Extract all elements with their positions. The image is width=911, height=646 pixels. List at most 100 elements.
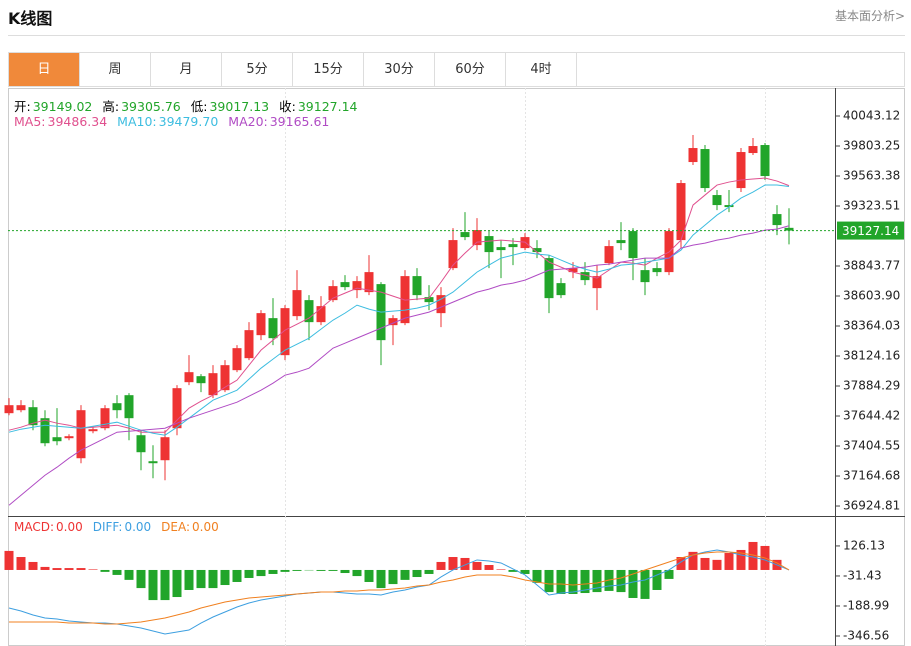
macd-line <box>8 549 790 635</box>
candle-body <box>172 388 182 429</box>
tab[interactable]: 月 <box>151 53 222 86</box>
candle-body <box>484 236 494 253</box>
macd-bar <box>292 569 302 571</box>
candle-body <box>220 365 230 391</box>
legend-name: MACD: <box>14 520 55 534</box>
macd-bar <box>568 569 578 594</box>
macd-bar <box>244 569 254 578</box>
y-tick-label: 39563.38 <box>843 169 900 183</box>
y-tick-label: -188.99 <box>843 598 889 612</box>
page-title: K线图 <box>8 9 53 28</box>
candle-body <box>76 410 86 459</box>
candle-body <box>592 276 602 289</box>
ma-legend: MA5: 39486.34 MA10: 39479.70 MA20: 39165.61 <box>14 114 339 129</box>
candle-body <box>292 290 302 317</box>
y-tick-label: -31.43 <box>843 568 882 582</box>
candle-body <box>460 232 470 238</box>
candle-body <box>748 146 758 154</box>
macd-bar <box>76 568 86 570</box>
macd-bar <box>340 569 350 574</box>
macd-bar <box>652 569 662 590</box>
y-tick-label: 37404.55 <box>843 439 900 453</box>
macd-bar <box>424 569 434 574</box>
macd-bar <box>532 569 542 583</box>
candle-body <box>544 258 554 299</box>
macd-bar <box>352 569 362 577</box>
candle-body <box>448 240 458 269</box>
macd-bar <box>232 569 242 582</box>
macd-bar <box>544 569 554 593</box>
candle-body <box>424 297 434 303</box>
legend-name: MA20: <box>228 114 268 129</box>
candle-body <box>160 437 170 461</box>
ohlc-label: 低: <box>190 99 208 114</box>
candle-body <box>676 183 686 241</box>
macd-bar <box>40 566 50 570</box>
macd-bar <box>172 569 182 598</box>
macd-bar <box>220 569 230 586</box>
macd-bar <box>112 569 122 575</box>
candle-body <box>352 281 362 291</box>
macd-bar <box>700 557 710 570</box>
y-tick-label: 38603.90 <box>843 289 900 303</box>
macd-bar <box>88 569 98 570</box>
macd-bar <box>160 569 170 601</box>
candle-body <box>16 405 26 411</box>
tab[interactable]: 30分 <box>364 53 435 86</box>
candle-body <box>136 435 146 453</box>
tab[interactable]: 日 <box>9 53 80 86</box>
candle-body <box>532 248 542 253</box>
candle-body <box>364 272 374 293</box>
candle-body <box>388 318 398 326</box>
ohlc-value: 39017.13 <box>209 99 270 114</box>
divider <box>8 35 905 36</box>
macd-bar <box>316 569 326 571</box>
macd-bar <box>520 569 530 574</box>
candle-body <box>316 306 326 323</box>
legend-value: 39165.61 <box>269 114 330 129</box>
tab[interactable]: 5分 <box>222 53 293 86</box>
y-tick-label: 37644.42 <box>843 409 900 423</box>
macd-bar <box>16 557 26 570</box>
legend-name: MA5: <box>14 114 46 129</box>
macd-bar <box>376 569 386 589</box>
candle-body <box>640 270 650 283</box>
tab[interactable]: 15分 <box>293 53 364 86</box>
legend-name: MA10: <box>117 114 157 129</box>
macd-bar <box>724 553 734 570</box>
y-tick-label: 40043.12 <box>843 109 900 123</box>
macd-bar <box>556 569 566 594</box>
macd-bar <box>184 569 194 590</box>
candle-body <box>700 149 710 189</box>
ohlc-label: 收: <box>279 99 296 114</box>
candle-body <box>232 348 242 371</box>
ma-line <box>8 184 790 436</box>
macd-bar <box>496 569 506 570</box>
candle-body <box>268 318 278 339</box>
candle-body <box>100 408 110 429</box>
legend-name: DIFF: <box>92 520 123 534</box>
candle-body <box>40 418 50 444</box>
tab[interactable]: 60分 <box>435 53 506 86</box>
macd-bar <box>280 569 290 572</box>
tab[interactable]: 周 <box>80 53 151 86</box>
macd-bar <box>484 565 494 570</box>
candle-body <box>736 152 746 189</box>
candle-body <box>244 330 254 359</box>
macd-bar <box>676 557 686 570</box>
candle-body <box>340 282 350 288</box>
tab[interactable]: 4时 <box>506 53 577 86</box>
y-tick-label: 36924.81 <box>843 499 900 513</box>
macd-bar <box>628 569 638 598</box>
legend-value: 0.00 <box>192 520 219 534</box>
ohlc-info: 开: 39149.02 高: 39305.76 低: 39017.13 收: 39127.14 <box>14 96 368 115</box>
macd-bar <box>196 569 206 589</box>
candle-body <box>772 214 782 226</box>
candle-body <box>580 272 590 281</box>
fundamental-link[interactable]: 基本面分析> <box>834 9 905 23</box>
candle-body <box>196 376 206 384</box>
macd-bar <box>208 569 218 589</box>
y-tick-label: 39803.25 <box>843 139 900 153</box>
